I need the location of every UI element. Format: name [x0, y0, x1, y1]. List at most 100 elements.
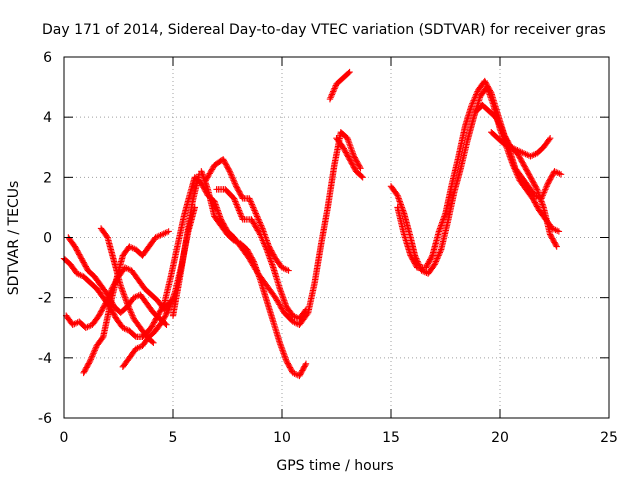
data-point: [255, 217, 263, 225]
data-point: [542, 186, 549, 193]
chart-title: Day 171 of 2014, Sidereal Day-to-day VTE…: [42, 22, 606, 38]
data-point: [246, 195, 253, 202]
data-point: [469, 100, 476, 107]
data-point: [233, 202, 241, 210]
data-point: [125, 303, 132, 310]
data-point: [231, 196, 238, 204]
data-point: [254, 214, 262, 222]
data-point: [103, 233, 110, 240]
data-markers: [60, 68, 565, 380]
data-point: [471, 94, 479, 101]
data-point: [471, 95, 478, 103]
data-point: [229, 175, 237, 183]
data-point: [330, 86, 338, 94]
data-point: [124, 301, 132, 309]
data-point: [328, 91, 336, 98]
data-point: [301, 307, 309, 315]
data-point: [552, 226, 559, 234]
data-point: [131, 332, 139, 339]
series-track-5: [97, 225, 157, 346]
data-point: [251, 207, 258, 214]
data-point: [253, 213, 261, 220]
data-point: [434, 255, 441, 262]
data-point: [232, 181, 239, 189]
data-point: [540, 190, 547, 198]
data-point: [253, 211, 260, 219]
x-tick-label-10: 10: [273, 430, 291, 446]
data-point: [92, 345, 99, 353]
data-point: [226, 168, 233, 175]
data-point: [258, 223, 265, 231]
data-point: [257, 231, 264, 238]
data-point: [89, 351, 96, 359]
x-tick-label-5: 5: [169, 430, 178, 446]
x-tick-label-25: 25: [600, 430, 618, 446]
data-point: [540, 189, 548, 196]
data-point: [88, 354, 95, 362]
data-point: [546, 136, 553, 143]
data-point: [302, 360, 310, 368]
data-point: [165, 228, 172, 235]
data-point: [393, 190, 400, 198]
data-point: [473, 91, 480, 98]
y-axis-label: SDTVAR / TECUs: [6, 181, 22, 296]
tick-labels: 0 5 10 15 20 25 -6 -4 -2 0 2 4 6: [38, 50, 618, 446]
y-tick-label-6: 6: [43, 50, 52, 66]
data-point: [128, 311, 135, 318]
data-point: [257, 220, 264, 228]
data-point: [150, 339, 157, 346]
data-point: [225, 166, 233, 174]
data-point: [473, 89, 481, 97]
grid: [64, 57, 609, 418]
data-point: [553, 243, 560, 250]
data-point: [331, 83, 339, 91]
data-point: [434, 253, 442, 261]
x-tick-label-20: 20: [491, 430, 509, 446]
data-point: [431, 261, 438, 268]
data-point: [164, 307, 172, 315]
data-point: [235, 205, 242, 213]
data-point: [256, 219, 263, 226]
data-point: [230, 177, 237, 184]
x-tick-label-0: 0: [60, 430, 69, 446]
data-point: [432, 258, 440, 265]
data-point: [533, 184, 540, 192]
data-point: [101, 301, 108, 309]
data-point: [557, 171, 565, 178]
data-point: [357, 165, 364, 172]
data-point: [249, 202, 256, 210]
data-point: [228, 172, 235, 180]
data-point: [231, 180, 239, 187]
data-point: [260, 238, 267, 246]
data-point: [124, 300, 131, 307]
data-point: [256, 229, 263, 237]
data-point: [232, 198, 239, 205]
data-point: [358, 173, 365, 180]
data-point: [91, 347, 98, 354]
data-point: [433, 256, 440, 264]
data-point: [538, 193, 546, 201]
data-point: [88, 353, 96, 360]
data-point: [330, 88, 337, 95]
data-point: [359, 174, 366, 181]
data-point: [125, 304, 133, 312]
data-point: [543, 183, 550, 190]
series-track-13: [387, 83, 563, 277]
x-tick-label-15: 15: [382, 430, 400, 446]
data-point: [546, 135, 554, 142]
data-point: [329, 89, 336, 97]
series-track-4: [80, 228, 172, 377]
data-point: [258, 234, 265, 241]
data-point: [436, 249, 444, 256]
data-point: [227, 169, 234, 177]
data-point: [498, 124, 505, 132]
data-point: [250, 204, 257, 211]
data-point: [541, 187, 548, 195]
y-tick-label-2: 2: [43, 170, 52, 186]
data-point: [285, 267, 292, 274]
data-point: [90, 350, 97, 357]
data-point: [85, 323, 93, 330]
data-point: [86, 357, 94, 365]
data-point: [262, 243, 269, 250]
